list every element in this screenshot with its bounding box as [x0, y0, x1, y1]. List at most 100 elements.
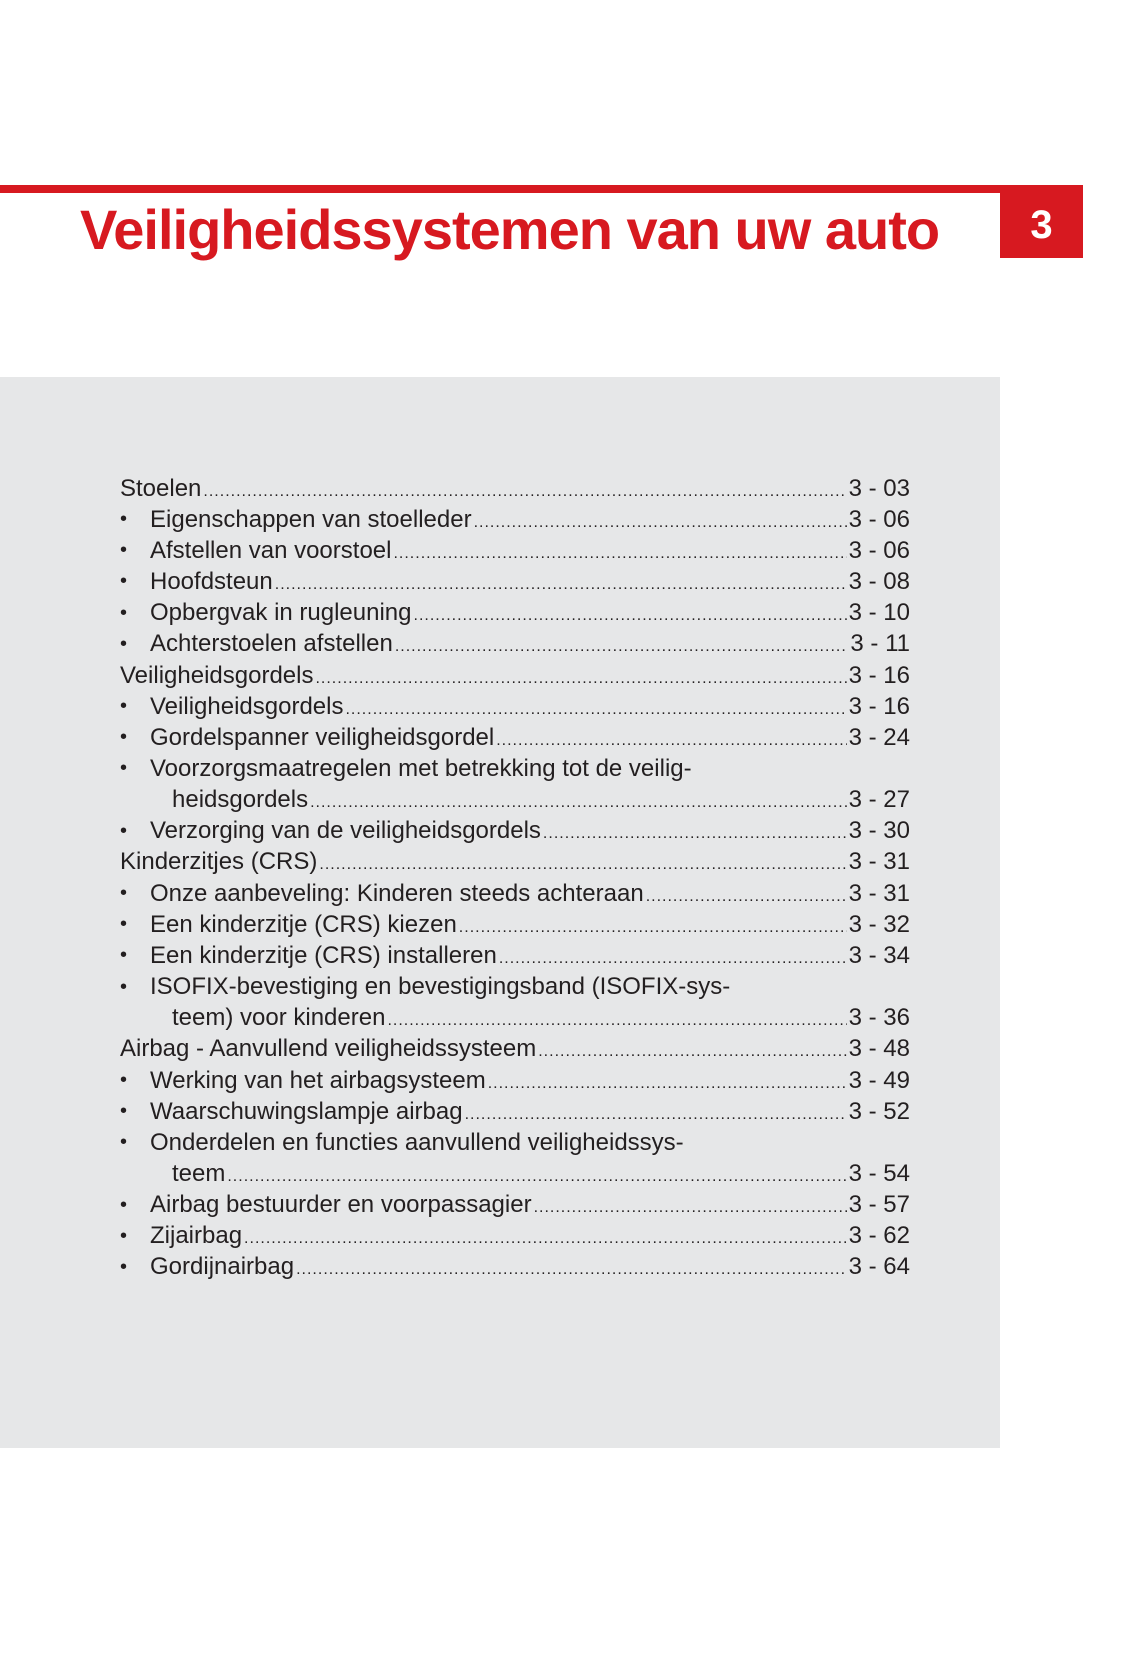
toc-label: Stoelen	[120, 474, 202, 502]
toc-page-number: 3 - 10	[848, 599, 910, 627]
toc-item[interactable]: • Verzorging van de veiligheidsgordels 3 -…	[120, 816, 910, 847]
dot-leader	[488, 1067, 847, 1095]
toc-label: Afstellen van voorstoel	[150, 536, 392, 564]
toc-label: Veiligheidsgordels	[150, 692, 344, 720]
dot-leader	[310, 786, 847, 814]
bullet-icon: •	[120, 1255, 128, 1278]
bullet-icon: •	[120, 570, 128, 593]
bullet-icon: •	[120, 508, 128, 531]
bullet-icon: •	[120, 1131, 128, 1154]
bullet-icon: •	[120, 944, 128, 967]
dot-leader	[387, 1004, 846, 1032]
toc-item[interactable]: • Gordelspanner veiligheidsgordel 3 - 24	[120, 722, 910, 753]
toc-item[interactable]: • Eigenschappen van stoelleder 3 - 06	[120, 504, 910, 535]
toc-label: Een kinderzitje (CRS) kiezen	[150, 910, 457, 938]
toc-label: Een kinderzitje (CRS) installeren	[150, 941, 497, 969]
bullet-icon: •	[120, 539, 128, 562]
toc-page-number: 3 - 64	[848, 1253, 910, 1281]
toc-page-number: 3 - 36	[848, 1004, 910, 1032]
dot-leader	[393, 537, 846, 565]
toc-item-continuation[interactable]: teem 3 - 54	[120, 1158, 910, 1189]
toc-page-number: 3 - 31	[848, 879, 910, 907]
toc-section[interactable]: Airbag - Aanvullend veiligheidssysteem 3…	[120, 1034, 910, 1065]
toc-page-number: 3 - 03	[848, 474, 910, 502]
dot-leader	[203, 475, 846, 503]
dot-leader	[534, 1191, 847, 1219]
toc-label: Airbag - Aanvullend veiligheidssysteem	[120, 1035, 537, 1063]
toc-label: Gordijnairbag	[150, 1253, 295, 1281]
toc-page-number: 3 - 30	[848, 817, 910, 845]
toc-item[interactable]: • Een kinderzitje (CRS) installeren 3 - 34	[120, 940, 910, 971]
toc-page-number: 3 - 27	[848, 786, 910, 814]
toc-label: Verzorging van de veiligheidsgordels	[150, 817, 541, 845]
dot-leader	[315, 662, 846, 690]
toc-item-continuation[interactable]: teem) voor kinderen 3 - 36	[120, 1003, 910, 1034]
dot-leader	[319, 848, 846, 876]
dot-leader	[543, 817, 847, 845]
chapter-title: Veiligheidssystemen van uw auto	[80, 198, 940, 261]
dot-leader	[538, 1035, 846, 1063]
toc-label-continuation: heidsgordels	[172, 786, 309, 814]
dot-leader	[499, 942, 847, 970]
toc-item[interactable]: • ISOFIX-bevestiging en bevestigingsband …	[120, 972, 910, 1003]
bullet-icon: •	[120, 1068, 128, 1091]
toc-item[interactable]: • Zijairbag 3 - 62	[120, 1221, 910, 1252]
table-of-contents: Stoelen 3 - 03 • Eigenschappen van stoelled…	[120, 473, 910, 1283]
dot-leader	[414, 599, 847, 627]
toc-section[interactable]: Kinderzitjes (CRS) 3 - 31	[120, 847, 910, 878]
toc-item[interactable]: • Gordijnairbag 3 - 64	[120, 1252, 910, 1283]
dot-leader	[459, 911, 847, 939]
bullet-icon: •	[120, 882, 128, 905]
toc-label: Gordelspanner veiligheidsgordel	[150, 723, 495, 751]
toc-item[interactable]: • Voorzorgsmaatregelen met betrekking tot…	[120, 753, 910, 784]
dot-leader	[244, 1222, 847, 1250]
bullet-icon: •	[120, 819, 128, 842]
toc-page-number: 3 - 31	[848, 848, 910, 876]
dot-leader	[646, 880, 847, 908]
toc-label: Eigenschappen van stoelleder	[150, 505, 472, 533]
toc-item[interactable]: • Afstellen van voorstoel 3 - 06	[120, 535, 910, 566]
toc-label: Werking van het airbagsysteem	[150, 1066, 486, 1094]
bullet-icon: •	[120, 1193, 128, 1216]
dot-leader	[275, 568, 847, 596]
toc-page-number: 3 - 54	[848, 1160, 910, 1188]
bullet-icon: •	[120, 757, 128, 780]
toc-page-number: 3 - 06	[848, 536, 910, 564]
toc-item[interactable]: • Een kinderzitje (CRS) kiezen 3 - 32	[120, 909, 910, 940]
toc-item[interactable]: • Onze aanbeveling: Kinderen steeds achte…	[120, 878, 910, 909]
bullet-icon: •	[120, 1224, 128, 1247]
toc-page-number: 3 - 16	[848, 692, 910, 720]
dot-leader	[227, 1160, 846, 1188]
toc-page-number: 3 - 16	[848, 661, 910, 689]
bullet-icon: •	[120, 632, 128, 655]
toc-label: Waarschuwingslampje airbag	[150, 1097, 463, 1125]
toc-item[interactable]: • Waarschuwingslampje airbag 3 - 52	[120, 1096, 910, 1127]
dot-leader	[296, 1253, 847, 1281]
toc-item-continuation[interactable]: heidsgordels 3 - 27	[120, 785, 910, 816]
dot-leader	[474, 506, 847, 534]
toc-item[interactable]: • Opbergvak in rugleuning 3 - 10	[120, 598, 910, 629]
toc-section[interactable]: Stoelen 3 - 03	[120, 473, 910, 504]
toc-page-number: 3 - 48	[848, 1035, 910, 1063]
toc-section[interactable]: Veiligheidsgordels 3 - 16	[120, 660, 910, 691]
toc-page-number: 3 - 32	[848, 910, 910, 938]
header-rule	[0, 185, 1083, 193]
bullet-icon: •	[120, 1100, 128, 1123]
dot-leader	[345, 693, 846, 721]
toc-label: Onze aanbeveling: Kinderen steeds achter…	[150, 879, 644, 907]
toc-item[interactable]: • Hoofdsteun 3 - 08	[120, 566, 910, 597]
toc-item[interactable]: • Werking van het airbagsysteem 3 - 49	[120, 1065, 910, 1096]
toc-page-number: 3 - 49	[848, 1066, 910, 1094]
toc-page-number: 3 - 06	[848, 505, 910, 533]
toc-page-number: 3 - 57	[848, 1191, 910, 1219]
toc-item[interactable]: • Achterstoelen afstellen 3 - 11	[120, 629, 910, 660]
toc-label: Veiligheidsgordels	[120, 661, 314, 689]
toc-label-continuation: teem) voor kinderen	[172, 1004, 386, 1032]
bullet-icon: •	[120, 726, 128, 749]
toc-label-continuation: teem	[172, 1160, 226, 1188]
toc-item[interactable]: • Onderdelen en functies aanvullend veili…	[120, 1127, 910, 1158]
bullet-icon: •	[120, 601, 128, 624]
toc-item[interactable]: • Veiligheidsgordels 3 - 16	[120, 691, 910, 722]
toc-label: Achterstoelen afstellen	[150, 630, 393, 658]
toc-item[interactable]: • Airbag bestuurder en voorpassagier 3 - …	[120, 1190, 910, 1221]
